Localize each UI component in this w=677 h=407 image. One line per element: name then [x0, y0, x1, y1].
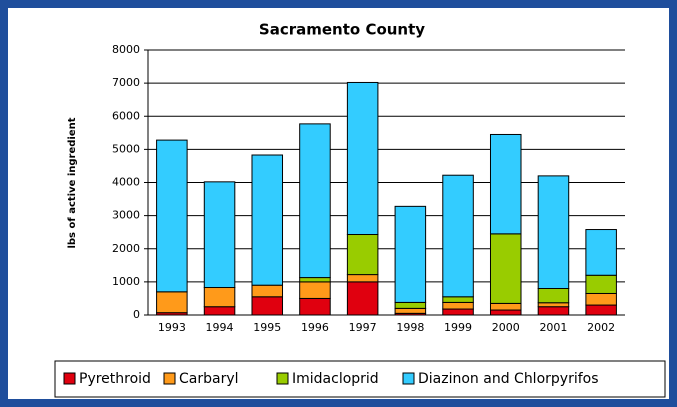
bar-segment — [251, 296, 284, 316]
bar-segment — [346, 281, 379, 316]
legend-swatch — [402, 372, 415, 385]
legend-label: Pyrethroid — [79, 371, 151, 387]
bar-segment — [537, 302, 570, 308]
y-tick-label: 0 — [133, 308, 140, 321]
bar-segment — [299, 281, 331, 299]
x-tick-label: 2001 — [539, 321, 567, 334]
bar-segment — [346, 274, 379, 283]
bar-segment — [394, 205, 427, 303]
y-tick-label: 6000 — [112, 109, 140, 122]
x-tick-label: 1998 — [396, 321, 424, 334]
x-tick-label: 1994 — [206, 321, 234, 334]
bar-segment — [489, 133, 522, 235]
bar-segment — [299, 277, 331, 283]
bar-segment — [156, 139, 188, 293]
bar-segment — [585, 229, 617, 276]
bar-segment — [442, 308, 474, 316]
bar-segment — [299, 297, 331, 316]
bar-segment — [394, 307, 427, 314]
x-tick-label: 1996 — [301, 321, 329, 334]
bar-segment — [203, 306, 236, 316]
legend-swatch — [276, 372, 289, 385]
bar-segment — [203, 287, 236, 308]
x-tick-label: 1999 — [444, 321, 472, 334]
bar-segment — [585, 292, 617, 306]
bar-segment — [489, 233, 522, 304]
legend-label: Diazinon and Chlorpyrifos — [418, 371, 599, 387]
x-tick-label: 1995 — [253, 321, 281, 334]
x-tick-label: 2000 — [492, 321, 520, 334]
chart-title: Sacramento County — [259, 21, 425, 39]
bar-segment — [251, 284, 284, 298]
bar-segment — [585, 274, 617, 294]
bar-segment — [394, 301, 427, 309]
x-tick-label: 1993 — [158, 321, 186, 334]
legend-swatch — [163, 372, 176, 385]
bar-segment — [442, 301, 474, 310]
bar-segment — [489, 302, 522, 311]
bar-segment — [537, 175, 570, 289]
legend-label: Carbaryl — [179, 371, 239, 387]
bar-segment — [489, 309, 522, 316]
legend-swatch — [63, 372, 76, 385]
bar-segment — [537, 306, 570, 316]
y-tick-label: 3000 — [112, 209, 140, 222]
bar-segment — [442, 174, 474, 298]
legend-label: Imidacloprid — [292, 371, 379, 387]
bar-segment — [203, 181, 236, 289]
y-tick-label: 7000 — [112, 76, 140, 89]
bar-segment — [585, 304, 617, 316]
bar-segment — [537, 288, 570, 304]
x-tick-label: 1997 — [349, 321, 377, 334]
y-tick-label: 1000 — [112, 275, 140, 288]
bar-segment — [346, 81, 379, 236]
legend — [54, 360, 666, 398]
bar-segment — [156, 291, 188, 314]
bar-segment — [251, 154, 284, 286]
bar-segment — [442, 296, 474, 303]
bar-segment — [346, 234, 379, 276]
y-tick-label: 4000 — [112, 176, 140, 189]
panel — [8, 8, 669, 399]
x-tick-label: 2002 — [587, 321, 615, 334]
y-tick-label: 5000 — [112, 142, 140, 155]
bar-segment — [299, 123, 331, 279]
y-tick-label: 2000 — [112, 242, 140, 255]
y-tick-label: 8000 — [112, 43, 140, 56]
y-axis-label: lbs of active ingredient — [67, 117, 78, 248]
